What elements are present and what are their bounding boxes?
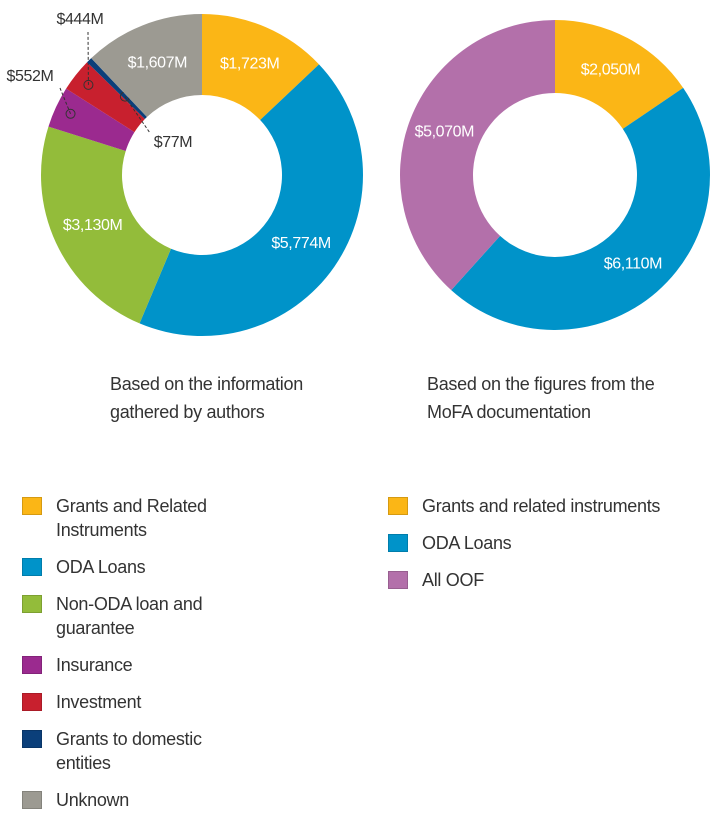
legend-swatch <box>22 791 42 809</box>
legend-swatch <box>22 656 42 674</box>
value-label: $2,050M <box>581 61 641 78</box>
donut-slice <box>139 64 363 336</box>
legend-label: All OOF <box>422 570 484 590</box>
legend-label: Grants and related instruments <box>422 496 661 516</box>
legend-item: Grants to domestic entities <box>22 727 352 775</box>
legend-item: All OOF <box>388 568 712 592</box>
value-label: $5,070M <box>415 124 475 141</box>
legend-label: Grants and Related Instruments <box>56 496 207 540</box>
charts: $1,723M $5,774M $3,130M $552M $444M $77M $1,60… <box>7 11 710 336</box>
leader-dot <box>83 79 94 90</box>
value-label: $1,607M <box>128 54 188 71</box>
legend-swatch <box>388 497 408 515</box>
value-label: $1,723M <box>220 56 280 73</box>
legend-item: Grants and related instruments <box>388 494 712 518</box>
donut-slice <box>91 14 202 117</box>
legend-swatch <box>388 534 408 552</box>
leader-line <box>124 96 151 134</box>
legend-item: Non-ODA loan and guarantee <box>22 592 352 640</box>
legend-label: Grants to domestic entities <box>56 729 202 773</box>
legend-swatch <box>22 558 42 576</box>
donut-slice <box>48 88 135 151</box>
donut-slice <box>451 87 710 330</box>
legend-swatch <box>388 571 408 589</box>
donut-slice <box>87 58 147 119</box>
caption: Based on the figures from the MoFA docum… <box>427 374 655 422</box>
donut-slice <box>555 20 684 129</box>
legend-label: Insurance <box>56 655 133 675</box>
donut-slice <box>202 14 320 121</box>
legend-swatch <box>22 595 42 613</box>
value-label: $5,774M <box>271 235 331 252</box>
donut-slice <box>400 20 555 291</box>
legend-label: ODA Loans <box>422 533 512 553</box>
donut-slice <box>40 126 171 324</box>
legend-label: Non-ODA loan and guarantee <box>56 594 203 638</box>
legend: Grants and Related Instruments ODA Loans N… <box>22 494 352 812</box>
legend-item: Grants and Related Instruments <box>22 494 352 542</box>
value-label: $552M <box>7 68 54 85</box>
legend-swatch <box>22 497 42 515</box>
legend: Grants and related instruments ODA Loans A… <box>388 494 712 592</box>
legend-swatch <box>22 693 42 711</box>
legend-label: Unknown <box>56 790 129 810</box>
legend-swatch <box>22 730 42 748</box>
legend-item: ODA Loans <box>22 555 352 579</box>
value-label: $444M <box>57 11 104 28</box>
legend-label: ODA Loans <box>56 557 146 577</box>
donut-slice <box>66 62 145 133</box>
value-label: $3,130M <box>63 217 123 234</box>
value-label: $6,110M <box>604 256 662 273</box>
caption: Based on the information gathered by aut… <box>110 374 303 422</box>
legend-item: Insurance <box>22 653 352 677</box>
legend-item: Unknown <box>22 788 352 812</box>
legend-label: Investment <box>56 692 142 712</box>
legend-item: ODA Loans <box>388 531 712 555</box>
legend-item: Investment <box>22 690 352 714</box>
leader-dot <box>65 108 76 119</box>
value-label: $77M <box>154 134 192 151</box>
